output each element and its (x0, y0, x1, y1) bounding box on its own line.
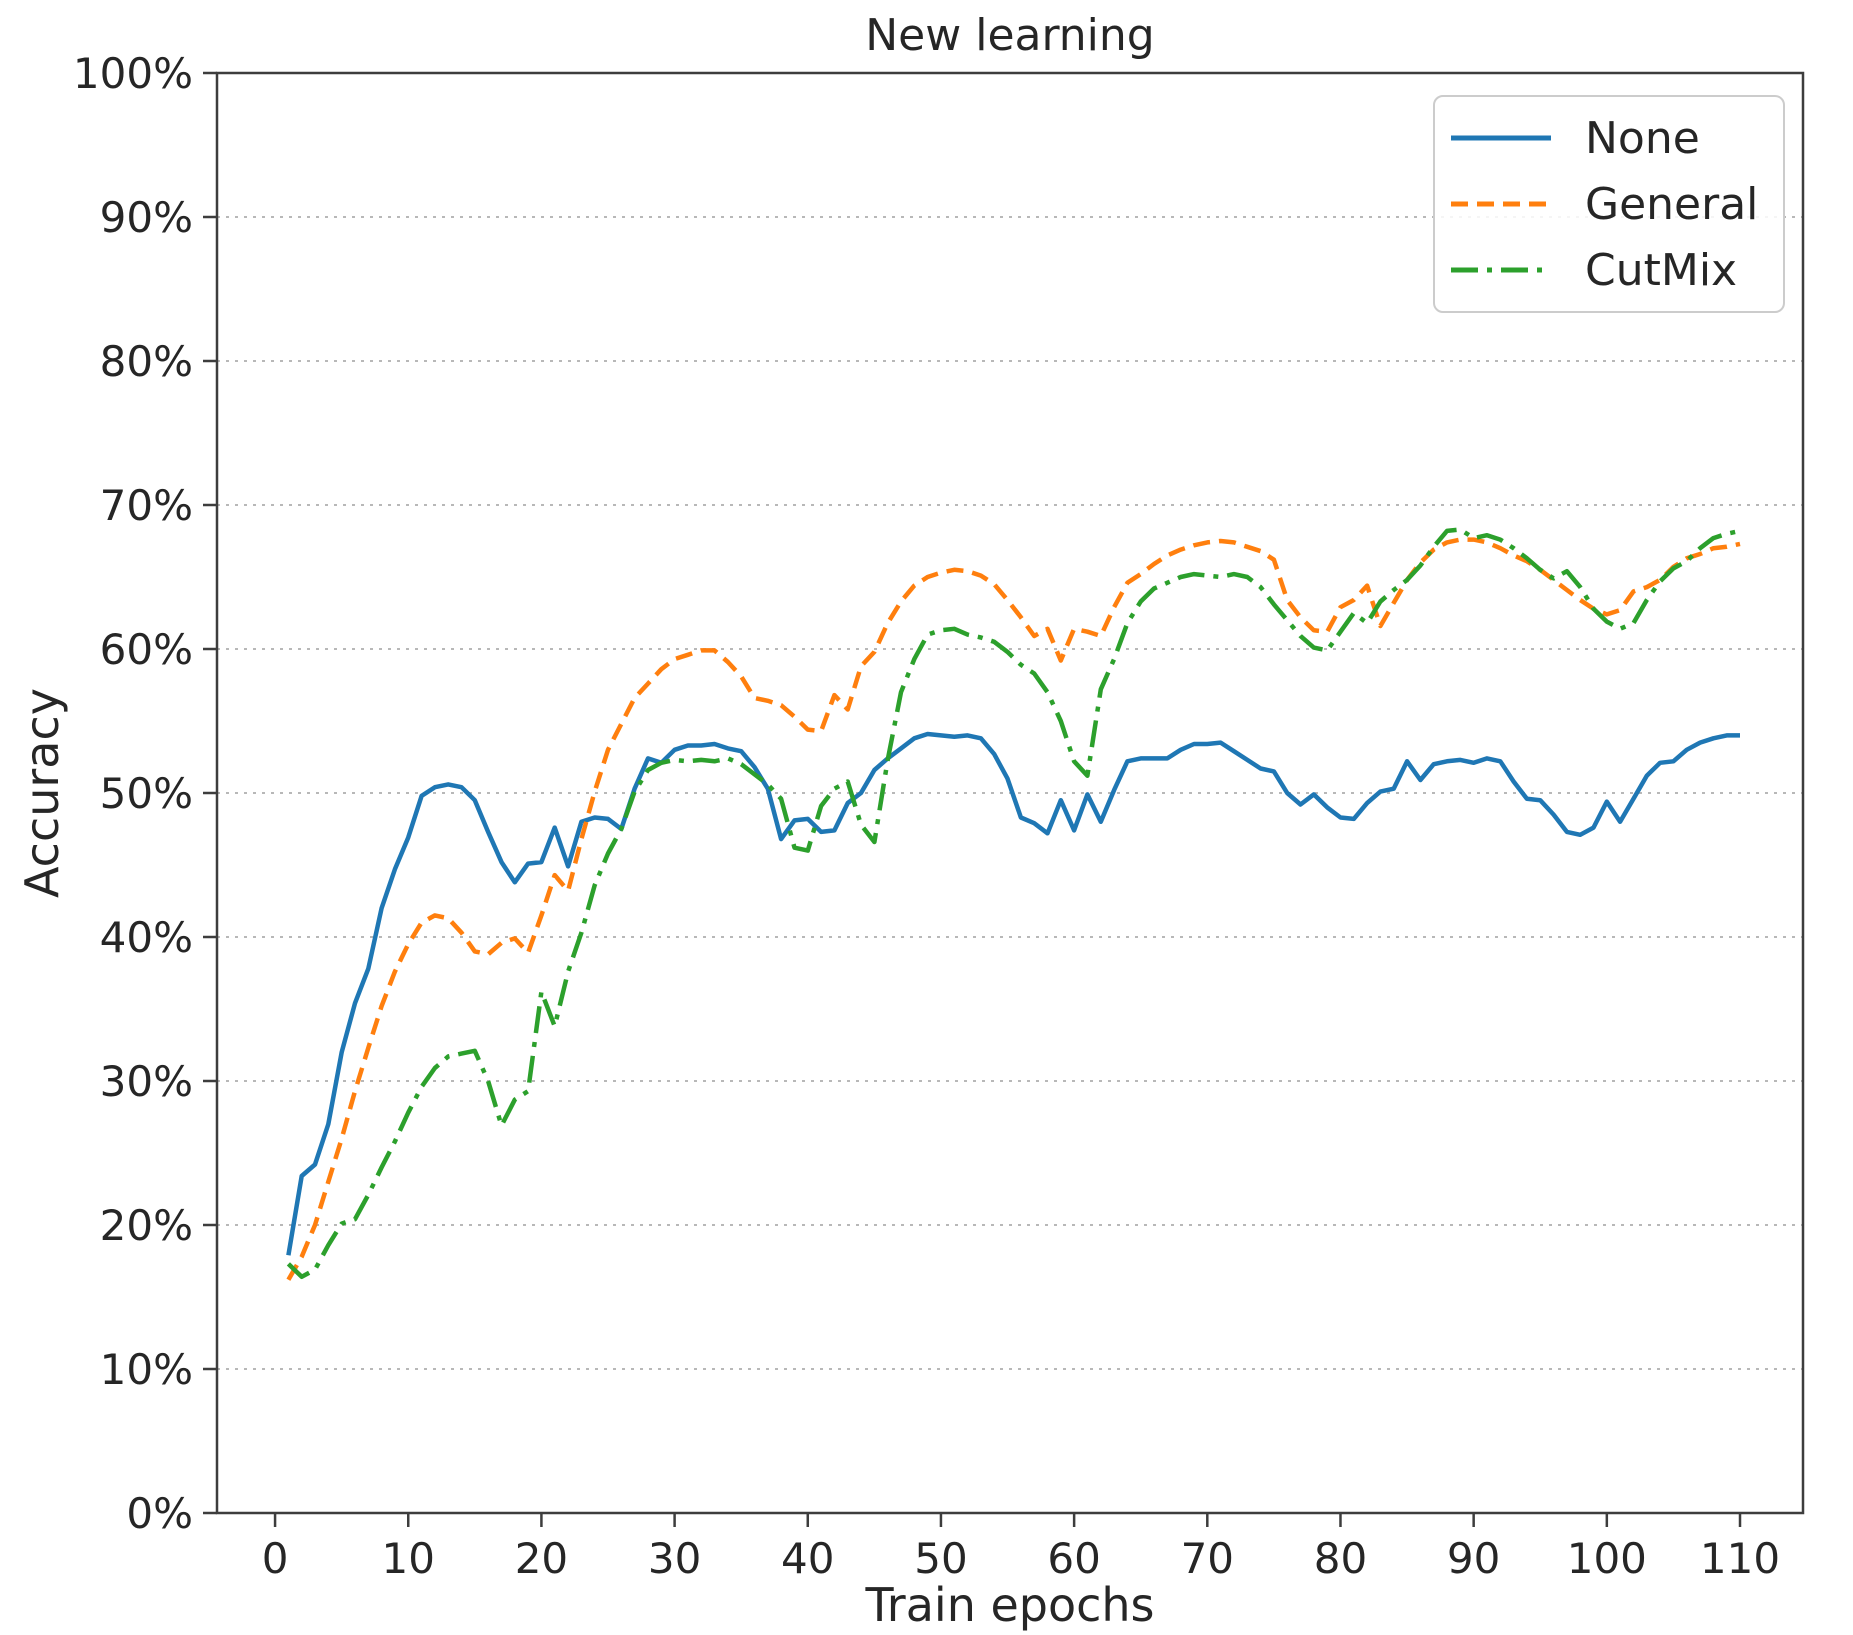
y-tick-label: 10% (100, 1345, 193, 1394)
y-tick-label: 100% (73, 49, 193, 98)
legend-label-none: None (1585, 112, 1700, 164)
y-tick-label: 70% (100, 481, 193, 530)
x-tick-label: 100 (1567, 1534, 1647, 1583)
legend-entry-cutmix: CutMix (1451, 239, 1783, 301)
legend-entry-general: General (1451, 173, 1783, 235)
series-line-general (286, 537, 1741, 1281)
y-tick-label: 30% (100, 1057, 193, 1106)
x-tick-label: 50 (914, 1534, 967, 1583)
x-tick-label: 70 (1181, 1534, 1234, 1583)
y-axis-label: Accuracy (15, 687, 69, 899)
y-tick-label: 80% (100, 337, 193, 386)
x-tick-label: 10 (382, 1534, 435, 1583)
x-tick-label: 110 (1700, 1534, 1780, 1583)
y-tick-label: 0% (126, 1489, 193, 1538)
chart-title: New learning (865, 10, 1155, 61)
x-axis-label: Train epochs (865, 1578, 1155, 1632)
y-tick-label: 40% (100, 913, 193, 962)
legend-label-general: General (1585, 178, 1759, 230)
legend-line-sample-cutmix (1451, 267, 1551, 273)
legend-label-cutmix: CutMix (1585, 244, 1738, 296)
x-tick-label: 20 (515, 1534, 568, 1583)
legend-line-sample-general (1451, 201, 1551, 207)
legend-line-sample-none (1451, 135, 1551, 141)
x-tick-label: 40 (781, 1534, 834, 1583)
y-tick-label: 50% (100, 769, 193, 818)
y-tick-label: 90% (100, 193, 193, 242)
y-tick-label: 20% (100, 1201, 193, 1250)
series-line-cutmix (286, 527, 1741, 1280)
x-tick-label: 60 (1047, 1534, 1100, 1583)
legend: None General CutMix (1433, 95, 1785, 313)
y-tick-label: 60% (100, 625, 193, 674)
x-tick-label: 0 (262, 1534, 289, 1583)
legend-entry-none: None (1451, 107, 1783, 169)
x-tick-label: 90 (1447, 1534, 1500, 1583)
series-line-none (286, 731, 1740, 1256)
x-tick-label: 80 (1314, 1534, 1367, 1583)
x-tick-label: 30 (648, 1534, 701, 1583)
